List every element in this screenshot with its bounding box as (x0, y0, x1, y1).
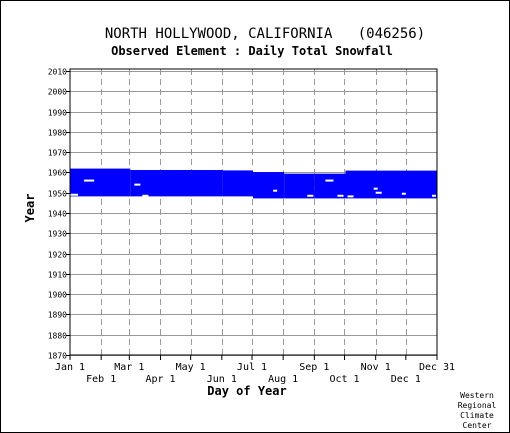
x-tick-label: Apr 1 (145, 374, 175, 385)
y-tick-label: 1880 (48, 332, 67, 341)
data-segment (252, 172, 285, 199)
grid-layer (66, 69, 438, 360)
y-tick-label: 1990 (48, 109, 67, 118)
y-tick-label: 2000 (48, 88, 67, 97)
data-segment (284, 173, 315, 199)
y-tick-label: 2010 (48, 68, 67, 77)
y-axis-label: Year (23, 194, 37, 223)
y-tick-label: 1970 (48, 149, 67, 158)
x-axis-label: Day of Year (207, 384, 286, 398)
data-layer (70, 168, 437, 199)
y-tick-label: 1940 (48, 210, 67, 219)
x-tick-label: Dec 1 (391, 374, 421, 385)
data-segment (345, 170, 437, 199)
x-tick-label: Jun 1 (207, 374, 237, 385)
footer-line-3: Climate (460, 411, 494, 420)
x-tick-label: Feb 1 (86, 374, 116, 385)
missing-mark (134, 183, 141, 186)
y-tick-label: 1870 (48, 352, 67, 361)
y-tick-labels: 1870 1880 1890 1900 1910 1920 1930 1940 1950 1960… (48, 68, 67, 361)
missing-layer (70, 168, 436, 198)
footer-line-4: Center (463, 421, 492, 430)
data-segment (70, 168, 131, 197)
footer-line-1: Western (460, 391, 494, 400)
x-tick-label: Jan 1 (55, 362, 85, 373)
missing-mark (431, 194, 436, 197)
chart-title: NORTH HOLLYWOOD, CALIFORNIA (046256) (105, 26, 425, 42)
missing-mark (337, 194, 344, 197)
footer-line-2: Regional (458, 401, 497, 410)
x-tick-label: Dec 31 (419, 362, 455, 373)
y-tick-label: 1910 (48, 271, 67, 280)
data-segment (130, 170, 223, 197)
x-tick-label: Nov 1 (361, 362, 391, 373)
missing-mark (307, 194, 314, 197)
y-tick-label: 1960 (48, 169, 67, 178)
chart-subtitle: Observed Element : Daily Total Snowfall (111, 44, 393, 58)
y-tick-label: 1950 (48, 190, 67, 199)
missing-mark (222, 168, 286, 171)
x-tick-label: Aug 1 (268, 374, 298, 385)
y-tick-label: 1980 (48, 129, 67, 138)
x-tick-label: Mar 1 (114, 362, 144, 373)
y-tick-label: 1900 (48, 291, 67, 300)
missing-mark (347, 195, 354, 198)
missing-mark (375, 191, 382, 194)
y-tick-label: 1920 (48, 251, 67, 260)
missing-mark (142, 194, 149, 197)
y-tick-label: 1930 (48, 230, 67, 239)
y-tick-label: 1890 (48, 311, 67, 320)
data-segment (314, 173, 346, 199)
x-tick-label: Sep 1 (299, 362, 329, 373)
x-tick-label: Oct 1 (329, 374, 359, 385)
plot-area-border (69, 68, 438, 356)
missing-mark (273, 189, 278, 192)
missing-mark (401, 192, 406, 195)
missing-mark (325, 179, 334, 182)
missing-mark (84, 179, 95, 182)
x-tick-label: Jul 1 (237, 362, 267, 373)
x-tick-labels: Jan 1 Mar 1 May 1 Jul 1 Sep 1 Nov 1 Dec 31 Feb … (55, 362, 455, 385)
missing-mark (373, 187, 378, 190)
x-tick-label: May 1 (176, 362, 206, 373)
data-segment (222, 170, 253, 197)
missing-mark (70, 193, 79, 196)
